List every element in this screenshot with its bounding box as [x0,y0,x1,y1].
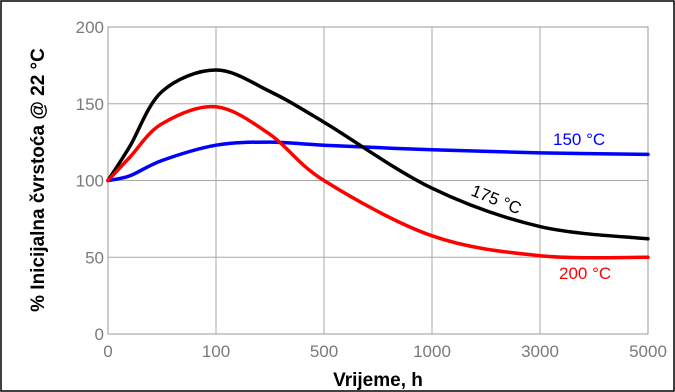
y-tick-label: 50 [85,248,104,267]
series-label-150: 150 °C [553,130,605,149]
y-axis-title: % Inicijalna čvrstoća @ 22 °C [28,48,49,312]
y-tick-label: 0 [95,325,104,344]
y-tick-label: 100 [76,172,104,191]
y-tick-label: 200 [76,18,104,37]
y-tick-label: 150 [76,95,104,114]
series-line-175 [106,68,650,241]
series-lines [106,68,650,260]
x-tick-label: 0 [103,342,112,361]
tick-labels: 0 100 500 1000 3000 5000 0 50 100 150 200 [76,18,667,361]
series-line-150 [106,140,650,183]
x-tick-label: 100 [202,342,230,361]
x-axis-title: Vrijeme, h [333,370,423,391]
series-label-200: 200 °C [559,264,611,283]
x-tick-label: 5000 [629,342,667,361]
x-tick-label: 500 [310,342,338,361]
series-line-200 [106,104,650,260]
x-tick-label: 1000 [413,342,451,361]
x-tick-label: 3000 [521,342,559,361]
